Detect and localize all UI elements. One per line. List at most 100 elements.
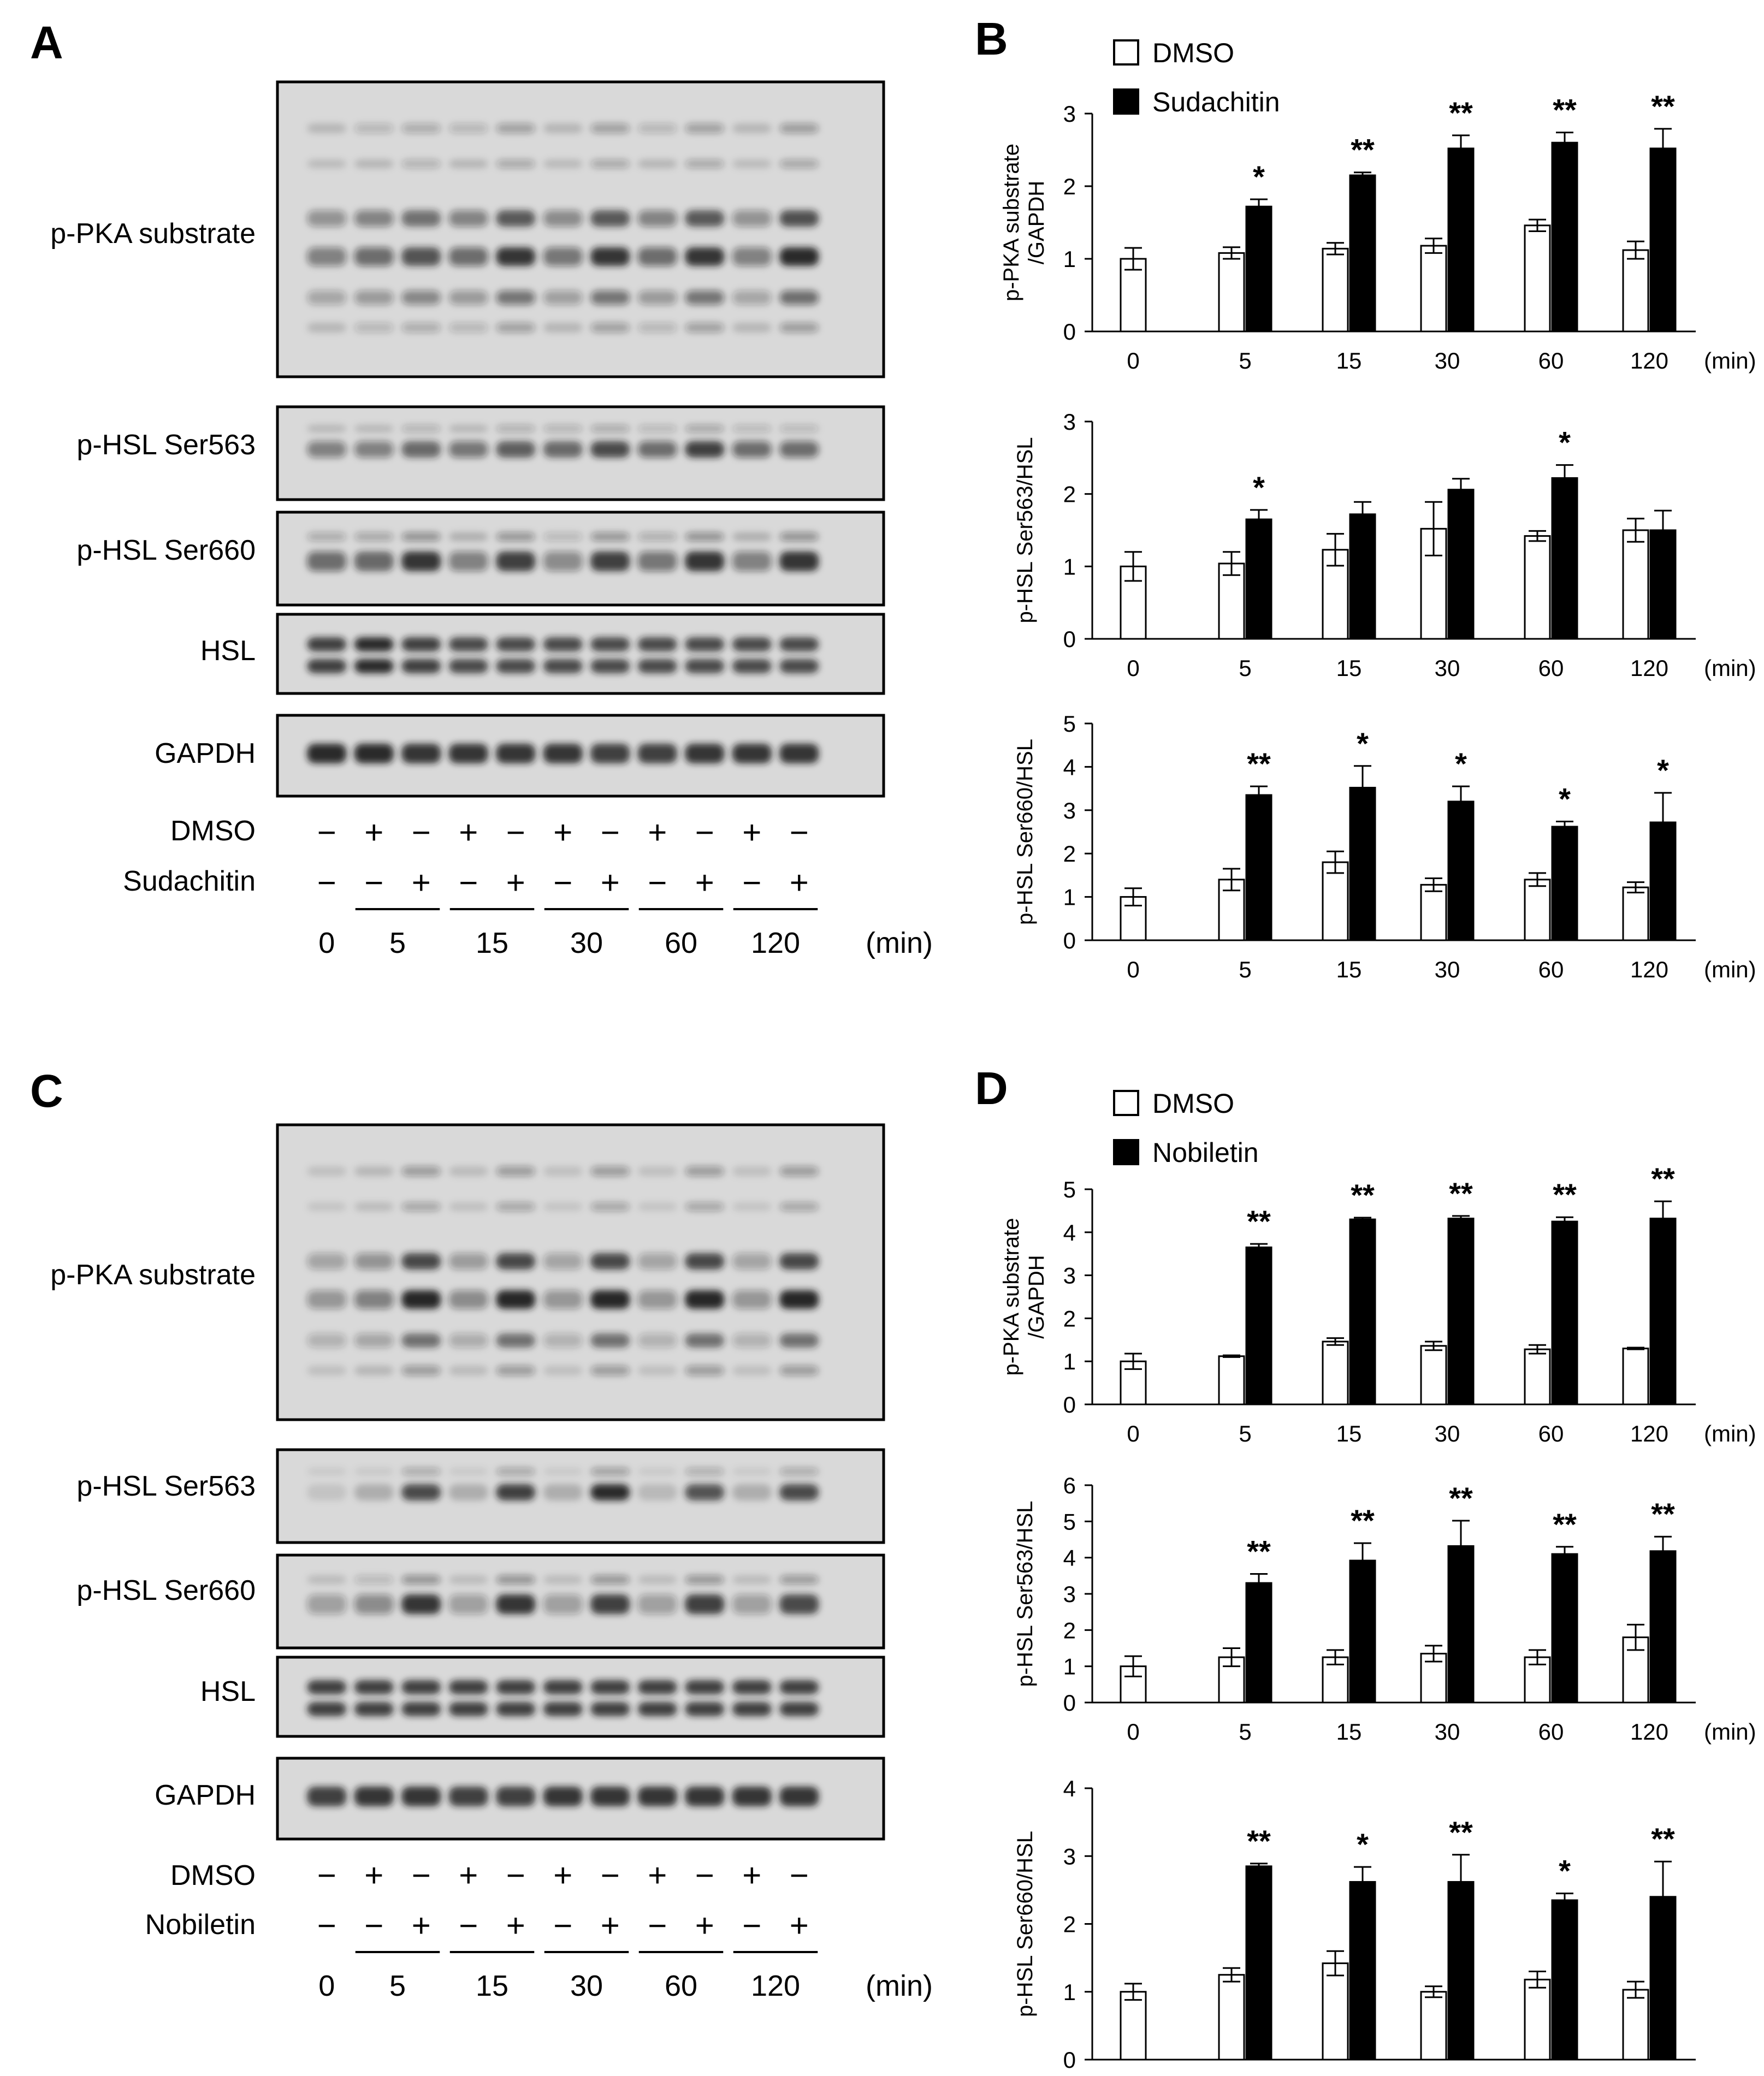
bar-dmso-5 [1218, 562, 1245, 640]
significance-30: * [1455, 746, 1467, 781]
band-pka-lane-7 [590, 247, 630, 266]
band-ser660-lane-8 [637, 551, 677, 571]
band-pka-lane-5 [496, 1166, 536, 1176]
bar-dmso-15 [1322, 1340, 1349, 1405]
band-pka-lane-6 [543, 1333, 583, 1348]
dmso-sign-3: − [412, 814, 431, 851]
bar-dmso-15 [1322, 1962, 1349, 2061]
y-axis-label: p-PKA substrate/GAPDH [999, 1218, 1049, 1375]
band-ser563-lane-9 [685, 425, 725, 432]
band-pka-lane-1 [307, 1333, 347, 1348]
dmso-sign-7: − [601, 814, 620, 851]
y-tick-label-3: 3 [1063, 101, 1076, 127]
band-pka-lane-7 [590, 210, 630, 227]
blot-strip-pka [276, 1123, 885, 1421]
band-pka-lane-7 [590, 1202, 630, 1211]
band-ser563-lane-9 [685, 1484, 725, 1500]
band-pka-lane-8 [637, 247, 677, 266]
panel-letter-a: A [30, 17, 63, 68]
band-hsl-lane-6 [543, 1680, 583, 1694]
significance-30: ** [1449, 1815, 1473, 1849]
band-gapdh-lane-9 [685, 1787, 725, 1806]
bar-treatment-30 [1447, 489, 1475, 640]
band-ser660-lane-4 [448, 1594, 488, 1614]
band-pka-lane-5 [496, 1202, 536, 1211]
band-pka-lane-9 [685, 1202, 725, 1211]
y-axis-label: p-PKA substrate/GAPDH [999, 144, 1049, 301]
dmso-sign-5: − [506, 1857, 525, 1894]
band-pka-lane-4 [448, 1290, 488, 1309]
band-ser563-lane-2 [354, 1484, 394, 1500]
band-pka-lane-4 [448, 247, 488, 266]
band-pka-lane-2 [354, 159, 394, 168]
bar-treatment-15 [1349, 1559, 1376, 1704]
dmso-sign-2: + [364, 814, 383, 851]
blot-strip-ser660 [276, 511, 885, 607]
band-ser563-lane-6 [543, 1468, 583, 1475]
treatment-sign-1: − [317, 864, 336, 901]
y-tick-label-0: 0 [1063, 2047, 1076, 2073]
x-tick-label-60: 60 [1538, 655, 1564, 681]
dmso-sign-2: + [364, 1857, 383, 1894]
y-tick-label-2: 2 [1063, 1912, 1076, 1937]
band-ser660-lane-8 [637, 1575, 677, 1584]
band-pka-lane-3 [401, 247, 441, 266]
band-pka-lane-7 [590, 1166, 630, 1176]
bar-dmso-15 [1322, 861, 1349, 941]
band-pka-lane-7 [590, 159, 630, 168]
band-gapdh-lane-3 [401, 1787, 441, 1806]
significance-15: * [1357, 1827, 1369, 1861]
band-pka-lane-5 [496, 247, 536, 266]
band-ser563-lane-10 [732, 1484, 772, 1500]
band-pka-lane-3 [401, 1290, 441, 1309]
bar-dmso-120 [1622, 886, 1649, 941]
band-ser563-lane-4 [448, 1468, 488, 1475]
significance-60: * [1559, 781, 1571, 816]
time-label-30: 30 [570, 927, 603, 959]
y-tick-label-0: 0 [1063, 1690, 1076, 1716]
x-tick-label-5: 5 [1239, 348, 1251, 373]
band-pka-lane-10 [732, 1333, 772, 1348]
band-ser563-lane-6 [543, 1484, 583, 1500]
band-hsl-lane-2 [354, 637, 394, 651]
band-pka-lane-6 [543, 323, 583, 333]
band-pka-lane-3 [401, 1202, 441, 1211]
bar-treatment-15 [1349, 1218, 1376, 1405]
band-ser660-lane-6 [543, 532, 583, 541]
y-tick-label-5: 5 [1063, 711, 1076, 737]
band-ser563-lane-5 [496, 441, 536, 458]
significance-5: ** [1247, 1204, 1271, 1238]
band-hsl-lane-2 [354, 1680, 394, 1694]
y-axis-label: p-HSL Ser660/HSL [1013, 1831, 1037, 2017]
band-pka-lane-4 [448, 1333, 488, 1348]
band-pka-lane-5 [496, 210, 536, 227]
band-hsl-lane-6 [543, 1702, 583, 1716]
band-ser563-lane-6 [543, 425, 583, 432]
band-pka-lane-10 [732, 123, 772, 133]
band-ser563-lane-2 [354, 425, 394, 432]
y-tick-label-1: 1 [1063, 1349, 1076, 1374]
bar-treatment-30 [1447, 1218, 1475, 1405]
x-tick-label-15: 15 [1336, 655, 1362, 681]
band-ser563-lane-1 [307, 1484, 347, 1500]
bar-dmso-120 [1622, 529, 1649, 640]
significance-15: ** [1351, 133, 1375, 167]
band-pka-lane-5 [496, 1290, 536, 1309]
band-pka-lane-11 [779, 290, 819, 305]
treatment-sign-9: + [695, 864, 714, 901]
band-pka-lane-2 [354, 1253, 394, 1270]
band-gapdh-lane-4 [448, 744, 488, 763]
dmso-sign-6: + [553, 814, 572, 851]
bar-treatment-60 [1551, 826, 1578, 941]
y-tick-label-6: 6 [1063, 1473, 1076, 1498]
significance-15: ** [1351, 1178, 1375, 1212]
time-label-120: 120 [751, 927, 800, 959]
band-hsl-lane-11 [779, 1680, 819, 1694]
chart-d-2: 0 1 2 3 4 5 6 p-HSL Ser563/HSL 0 ** 5 ** 15 ** 30 ** 60 *… [1013, 1473, 1756, 1745]
band-pka-lane-5 [496, 290, 536, 305]
band-pka-lane-3 [401, 159, 441, 168]
blot-label-pka-a: p-PKA substrate [50, 218, 256, 250]
band-hsl-lane-5 [496, 1680, 536, 1694]
time-label-30: 30 [570, 1970, 603, 2002]
significance-60: ** [1553, 1177, 1577, 1212]
